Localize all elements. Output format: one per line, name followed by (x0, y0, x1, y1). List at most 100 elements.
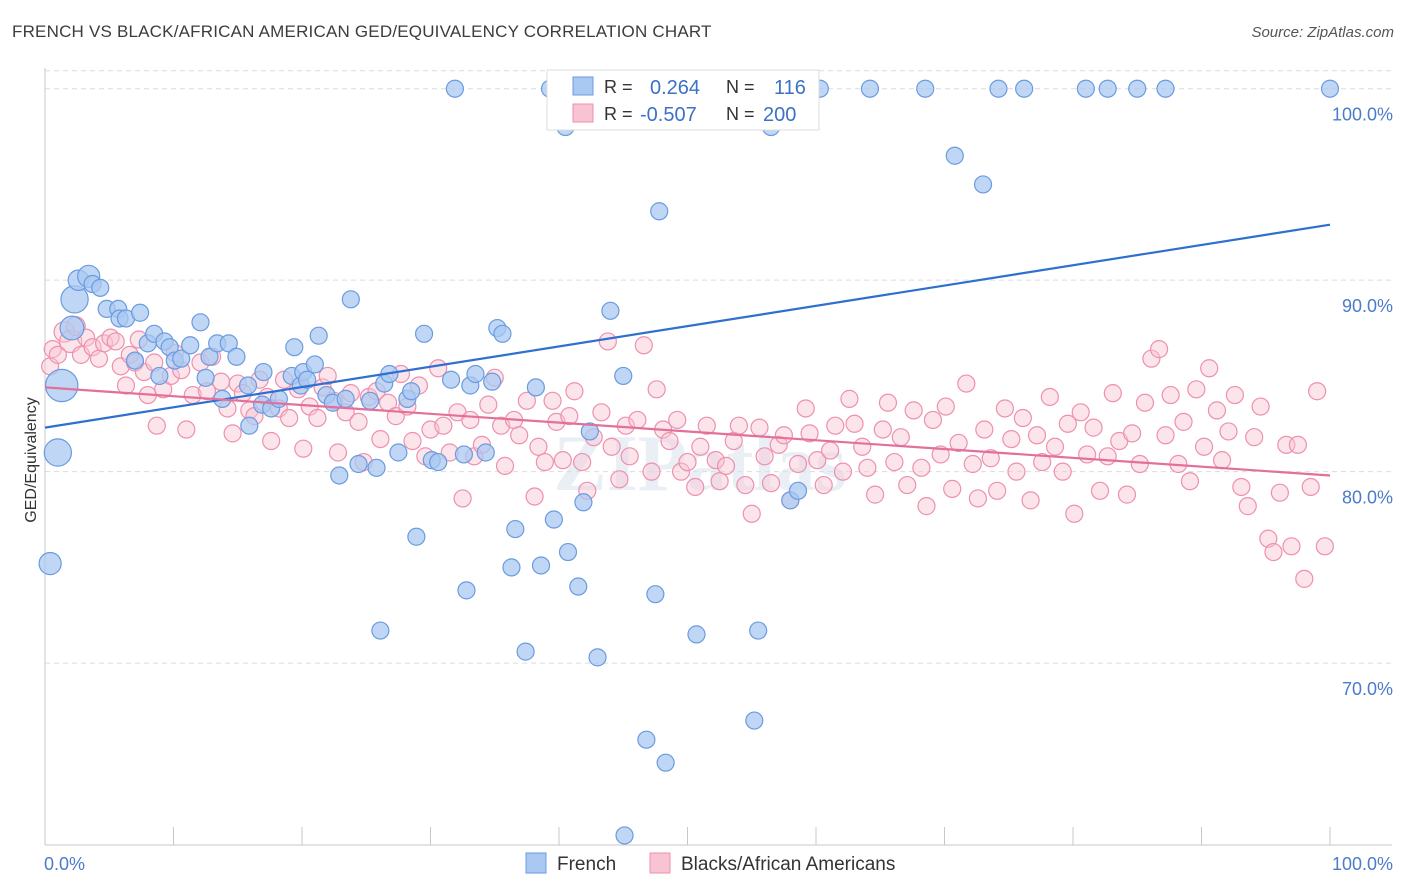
black-point (788, 454, 808, 474)
french-point (125, 351, 145, 370)
black-point (495, 456, 515, 476)
y-tick-label: 80.0% (1342, 488, 1393, 508)
black-point (796, 399, 815, 418)
black-point (686, 477, 705, 497)
black-point (1156, 426, 1175, 445)
french-swatch (572, 76, 594, 96)
y-tick-label: 70.0% (1342, 679, 1393, 699)
legend-french-swatch (525, 852, 547, 874)
french-point (361, 391, 380, 410)
legend-black-label: Blacks/African Americans (681, 854, 895, 875)
black-trend-line (44, 386, 1331, 477)
black-n-label: N = (726, 104, 755, 124)
black-point (671, 462, 691, 481)
black-point (565, 382, 584, 401)
black-point (510, 426, 529, 445)
french-point (44, 368, 79, 403)
black-point (1071, 403, 1090, 422)
black-n-value: 200 (763, 104, 796, 126)
french-point (59, 315, 85, 341)
french-point (172, 349, 191, 368)
black-point (628, 410, 647, 430)
chart-title: FRENCH VS BLACK/AFRICAN AMERICAN GED/EQU… (12, 22, 712, 41)
black-point (1021, 491, 1040, 510)
black-point (1200, 359, 1219, 378)
black-point (434, 416, 453, 435)
black-point (647, 380, 666, 399)
french-point (614, 366, 633, 386)
tick-labels: 70.0% 80.0% 90.0% 100.0% 0.0% 100.0% (44, 105, 1393, 874)
black-point (1238, 497, 1257, 516)
french-point (788, 481, 808, 500)
black-point (710, 472, 729, 491)
french-point (150, 366, 169, 386)
black-point (697, 416, 716, 435)
black-point (808, 451, 827, 470)
french-point (445, 79, 465, 98)
legend-black-swatch (649, 852, 671, 874)
stats-box: R = 0.264 N = 116 R = -0.507 N = 200 (546, 69, 820, 131)
legend: French Blacks/African Americans (525, 852, 895, 875)
black-point (479, 395, 498, 414)
black-point (371, 429, 390, 449)
french-point (502, 558, 521, 577)
black-point (106, 332, 125, 351)
trend-lines (44, 223, 1331, 477)
black-point (610, 470, 629, 489)
french-point (516, 642, 535, 661)
black-point (1207, 401, 1227, 420)
french-point (371, 621, 390, 640)
black-point (668, 410, 687, 430)
french-point (341, 290, 360, 309)
black-point (891, 428, 910, 447)
black-point (560, 407, 579, 426)
black-point (660, 431, 679, 451)
black-point (1098, 447, 1117, 466)
black-point (885, 452, 904, 472)
black-point (1149, 340, 1169, 359)
french-point (407, 527, 426, 546)
french-point (1128, 79, 1147, 98)
black-point (729, 416, 749, 435)
black-point (573, 452, 592, 472)
black-point (1174, 412, 1193, 431)
black-point (975, 420, 994, 439)
black-point (706, 451, 725, 470)
black-point (177, 420, 196, 439)
french-point (43, 438, 73, 467)
x-tick-label-max: 100.0% (1332, 854, 1393, 874)
french-point (916, 79, 935, 98)
french-point (402, 382, 421, 401)
french-point (38, 551, 62, 576)
french-point (285, 338, 304, 357)
french-point (637, 730, 656, 749)
french-point (687, 625, 706, 644)
black-swatch (572, 103, 594, 123)
french-point (656, 753, 675, 772)
black-point (349, 412, 368, 431)
french-point (200, 347, 219, 366)
french-point (254, 362, 273, 382)
black-point (943, 479, 962, 498)
black-r-label: R = (604, 104, 633, 124)
black-point (517, 391, 536, 410)
black-point (904, 401, 923, 420)
french-point (330, 466, 349, 485)
french-point (531, 556, 551, 575)
french-point (569, 577, 588, 596)
black-point (866, 485, 885, 504)
black-point (1259, 529, 1278, 548)
black-point (1045, 437, 1065, 456)
french-trend-line (44, 223, 1331, 429)
french-n-label: N = (726, 77, 755, 97)
black-point (461, 410, 480, 430)
black-point (535, 452, 554, 472)
black-point (43, 340, 62, 359)
french-point (441, 370, 461, 389)
black-point (1135, 393, 1155, 412)
black-point (328, 443, 348, 462)
black-point (736, 475, 755, 495)
black-point (1058, 414, 1077, 433)
black-point (957, 374, 976, 393)
black-point (262, 431, 281, 451)
